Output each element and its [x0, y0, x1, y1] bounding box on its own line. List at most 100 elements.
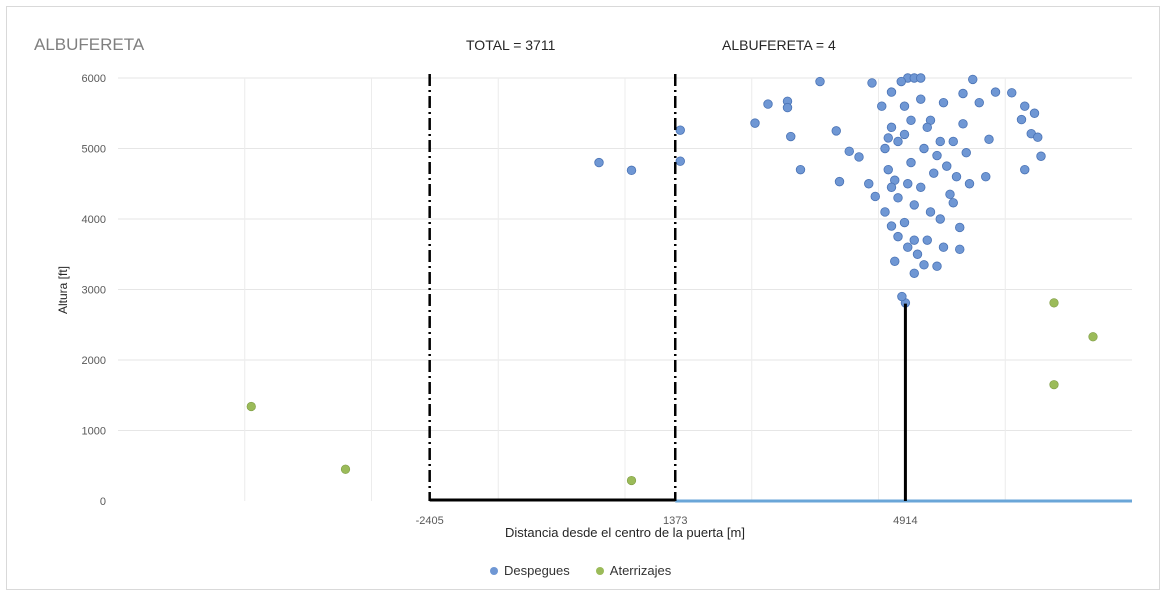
point-despegues	[935, 136, 945, 147]
point-despegues	[968, 74, 978, 85]
point-despegues	[763, 99, 773, 109]
point-despegues	[919, 143, 929, 154]
point-despegues	[932, 150, 942, 161]
legend-marker-aterrizajes	[595, 566, 604, 575]
point-despegues	[886, 122, 897, 133]
point-despegues	[990, 87, 1001, 97]
axis-ticks: 0 1000 2000 3000 4000 5000 6000 -2405 1373 4914	[82, 73, 918, 527]
point-despegues	[942, 161, 952, 171]
point-despegues	[886, 221, 897, 231]
y-axis-label: Altura [ft]	[56, 266, 70, 314]
point-despegues	[893, 136, 903, 147]
reference-lines	[428, 74, 1132, 503]
point-despegues	[815, 76, 825, 87]
point-despegues	[945, 189, 955, 200]
point-despegues	[844, 146, 854, 157]
point-despegues	[877, 101, 887, 111]
point-despegues	[925, 207, 936, 217]
point-despegues	[854, 152, 864, 162]
point-aterrizajes	[1049, 380, 1059, 390]
point-despegues	[903, 179, 913, 189]
point-despegues	[795, 164, 806, 175]
point-despegues	[909, 200, 919, 210]
point-despegues	[883, 164, 893, 175]
point-despegues	[1036, 151, 1046, 161]
grid-lines	[118, 77, 1132, 501]
point-despegues	[675, 125, 685, 135]
point-despegues	[916, 73, 926, 83]
point-despegues	[948, 136, 958, 147]
point-despegues	[906, 115, 916, 126]
point-despegues	[1007, 88, 1017, 98]
point-despegues	[831, 126, 841, 136]
point-despegues	[896, 76, 906, 87]
point-aterrizajes	[340, 464, 351, 474]
point-despegues	[961, 148, 971, 158]
point-despegues	[893, 231, 903, 242]
point-despegues	[1016, 114, 1027, 125]
point-despegues	[864, 179, 874, 189]
point-despegues	[880, 207, 890, 217]
y-tick-label: 2000	[82, 355, 106, 367]
point-despegues	[922, 235, 932, 245]
x-tick-label: -2405	[416, 515, 444, 527]
point-despegues	[974, 97, 984, 108]
point-despegues	[909, 268, 919, 278]
legend-marker-despegues	[490, 566, 498, 575]
y-tick-label: 5000	[82, 144, 106, 156]
point-despegues	[964, 179, 975, 189]
legend-item-aterrizajes: Aterrizajes	[595, 563, 672, 578]
total-count-text: TOTAL = 3711	[466, 37, 556, 53]
point-despegues	[929, 168, 939, 178]
point-despegues	[981, 171, 991, 182]
point-despegues	[922, 122, 932, 133]
point-despegues	[897, 291, 907, 302]
point-despegues	[1020, 164, 1030, 175]
legend-item-despegues: Despegues	[490, 563, 570, 578]
point-despegues	[916, 94, 926, 104]
point-despegues	[886, 87, 897, 97]
y-tick-label: 3000	[82, 285, 106, 297]
point-despegues	[909, 235, 919, 245]
point-despegues	[938, 97, 949, 108]
point-despegues	[880, 143, 890, 154]
legend-label-aterrizajes: Aterrizajes	[609, 563, 672, 578]
point-despegues	[1020, 101, 1030, 111]
point-despegues	[750, 118, 760, 128]
x-tick-label: 4914	[893, 515, 917, 527]
point-despegues	[626, 165, 637, 176]
point-despegues	[1029, 108, 1040, 118]
point-despegues	[675, 156, 685, 166]
point-despegues	[906, 157, 916, 168]
point-despegues	[1033, 132, 1043, 142]
point-aterrizajes	[246, 401, 256, 412]
point-despegues	[594, 157, 604, 168]
point-despegues	[958, 88, 968, 99]
point-despegues	[955, 222, 965, 233]
point-despegues	[955, 244, 965, 255]
point-despegues	[951, 171, 962, 182]
legend-label-despegues: Despegues	[504, 563, 570, 578]
point-despegues	[890, 256, 900, 267]
chart-frame	[6, 6, 1160, 590]
point-despegues	[870, 191, 880, 202]
point-despegues	[916, 182, 926, 192]
point-despegues	[782, 102, 793, 113]
point-despegues	[912, 249, 923, 259]
location-title: ALBUFERETA	[34, 35, 145, 54]
point-despegues	[899, 129, 910, 140]
point-despegues	[932, 261, 942, 271]
point-despegues	[903, 242, 913, 252]
data-marks	[246, 73, 1098, 486]
y-tick-label: 6000	[82, 73, 106, 85]
point-despegues	[867, 78, 877, 88]
point-despegues	[948, 198, 958, 208]
y-tick-label: 0	[100, 496, 106, 508]
point-despegues	[786, 131, 796, 142]
x-axis-label: Distancia desde el centro de la puerta […	[505, 525, 745, 540]
point-despegues	[893, 193, 903, 203]
point-despegues	[984, 134, 994, 145]
chart-legend: Despegues Aterrizajes	[490, 563, 671, 578]
point-despegues	[834, 176, 845, 187]
